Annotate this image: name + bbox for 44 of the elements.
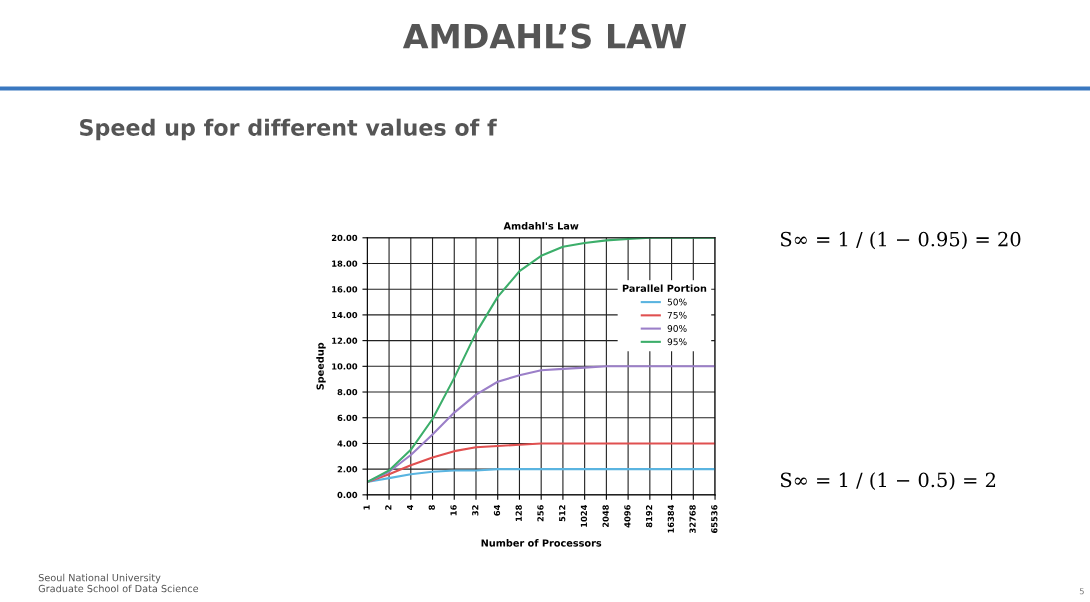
text: Amdahl's Law xyxy=(503,222,579,230)
line-series xyxy=(367,365,716,484)
text: 5 xyxy=(1079,588,1084,595)
x-tick-label: 16 xyxy=(450,505,457,516)
legend-label: 75% xyxy=(667,311,687,319)
legend-label: 50% xyxy=(667,298,687,306)
x-tick-label: 512 xyxy=(559,505,566,522)
x-tick-label: 8192 xyxy=(645,505,653,528)
y-tick-label: 0.00 xyxy=(337,491,358,499)
x-tick-label: 32 xyxy=(472,505,479,516)
y-tick-label: 16.00 xyxy=(332,286,358,293)
x-tick-label: 2 xyxy=(385,505,392,510)
y-axis-title: Speedup xyxy=(316,342,326,390)
chart-title: AMDAHL’S LAW xyxy=(402,23,687,49)
legend-label: 95% xyxy=(667,338,687,346)
chart-subtitle: Speed up for different values of f xyxy=(80,118,497,141)
y-tick-label: 20.00 xyxy=(331,234,358,242)
y-tick-label: 4.00 xyxy=(337,440,358,447)
x-tick-label: 1024 xyxy=(580,504,588,527)
line-series xyxy=(367,468,716,484)
x-tick-label: 65536 xyxy=(711,505,718,534)
legend-label: 90% xyxy=(667,325,687,332)
y-tick-label: 2.00 xyxy=(337,466,358,473)
x-tick-label: 1 xyxy=(363,505,370,510)
x-tick-label: 8 xyxy=(428,505,435,510)
y-tick-label: 14.00 xyxy=(332,311,358,319)
x-tick-label: 16384 xyxy=(667,504,674,533)
legend-title: Parallel Portion xyxy=(622,284,707,292)
x-tick-label: 128 xyxy=(515,505,522,522)
x-axis-title: Number of Processors xyxy=(481,539,602,547)
y-tick-label: 8.00 xyxy=(337,389,358,396)
text: S∞ = 1 / (1 − 0.5) = 2 xyxy=(780,472,996,490)
x-tick-label: 4 xyxy=(407,504,414,510)
text: Seoul National University Graduate School of Data Science xyxy=(38,573,199,593)
y-tick-label: 18.00 xyxy=(332,260,358,267)
x-tick-label: 32768 xyxy=(689,505,696,533)
x-tick-label: 64 xyxy=(493,504,501,516)
x-tick-label: 2048 xyxy=(602,505,609,528)
x-tick-label: 256 xyxy=(537,505,544,522)
y-tick-label: 10.00 xyxy=(332,363,358,370)
x-tick-label: 4096 xyxy=(624,505,631,528)
text: S∞ = 1 / (1 − 0.95) = 20 xyxy=(780,231,1021,250)
y-tick-label: 12.00 xyxy=(332,337,358,344)
y-tick-label: 6.00 xyxy=(337,414,358,422)
